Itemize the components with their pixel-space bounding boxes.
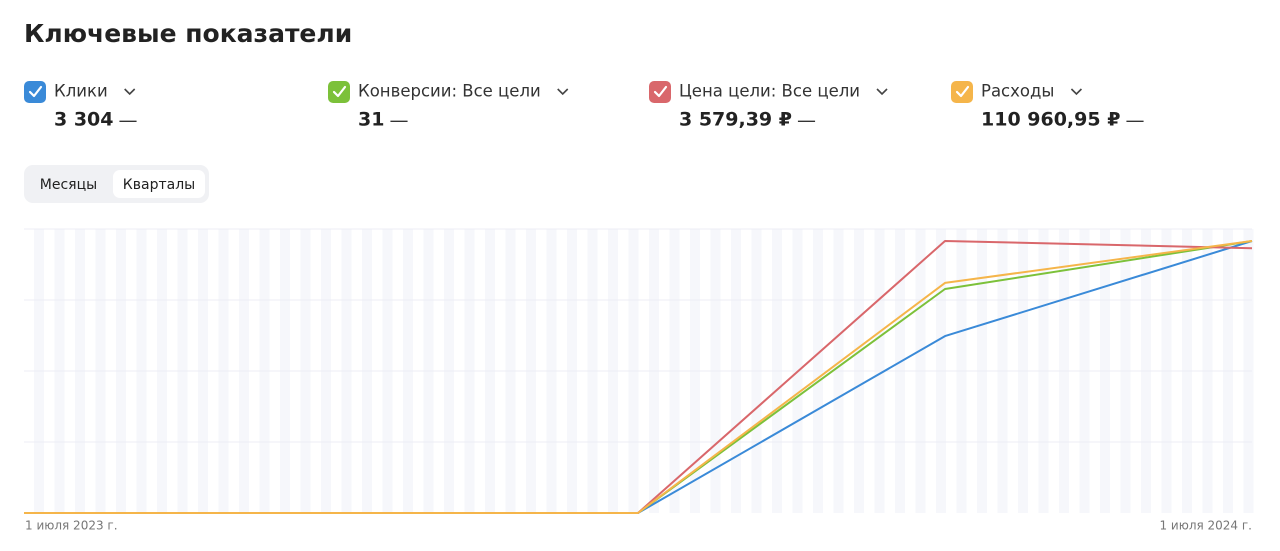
checkbox[interactable]: [24, 81, 46, 103]
tab[interactable]: Кварталы: [123, 177, 195, 193]
checkbox[interactable]: [951, 81, 973, 103]
metric-delta: —: [389, 110, 408, 132]
metric-delta: —: [797, 110, 816, 132]
series-line: [24, 240, 1253, 514]
metric-label[interactable]: Цена цели: Все цели: [679, 82, 860, 101]
dropdown-chevron[interactable]: [124, 88, 136, 96]
dropdown-chevron[interactable]: [557, 88, 569, 96]
checkmark: [332, 85, 347, 98]
metric-label[interactable]: Расходы: [981, 82, 1054, 101]
metric-value: 110 960,95 ₽: [981, 109, 1120, 131]
metric-delta: —: [1125, 110, 1144, 132]
tab[interactable]: Месяцы: [40, 177, 97, 193]
metric-value: 31: [358, 109, 384, 131]
dropdown-chevron[interactable]: [1070, 88, 1083, 96]
checkmark: [955, 85, 970, 98]
metric-value: 3 579,39 ₽: [679, 109, 792, 131]
checkbox[interactable]: [649, 81, 671, 103]
page-title: Ключевые показатели: [24, 19, 352, 48]
metric-label[interactable]: Клики: [54, 82, 108, 101]
checkmark: [28, 85, 43, 98]
metric-label[interactable]: Конверсии: Все цели: [358, 82, 541, 101]
dropdown-chevron[interactable]: [876, 88, 888, 96]
tab-active-bg: [113, 170, 205, 198]
metric-value: 3 304: [54, 109, 114, 131]
x-tick-label: 1 июля 2023 г.: [25, 519, 118, 533]
metric-delta: —: [119, 110, 138, 132]
checkbox[interactable]: [328, 81, 350, 103]
checkmark: [653, 85, 668, 98]
x-tick-label: 1 июля 2024 г.: [1159, 519, 1252, 533]
